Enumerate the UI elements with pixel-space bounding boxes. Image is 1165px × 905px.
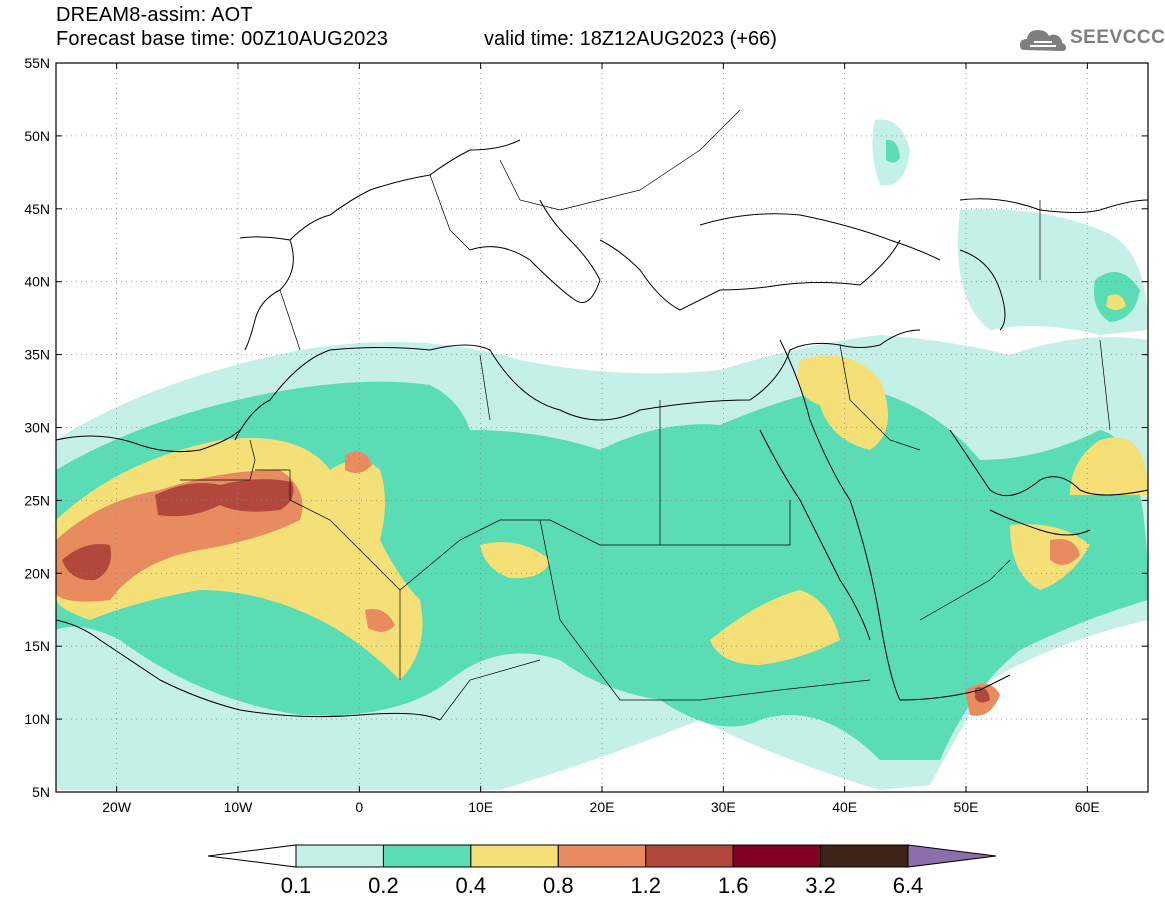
aot-level-1.2 <box>155 479 294 517</box>
lon-tick-label: 20E <box>590 799 615 815</box>
colorbar-label: 1.2 <box>630 873 661 898</box>
lon-tick-label: 40E <box>832 799 857 815</box>
lat-tick-label: 10N <box>24 711 50 727</box>
colorbar-extend-high <box>907 844 997 868</box>
colorbar-segment <box>732 844 822 868</box>
lat-tick-label: 25N <box>24 492 50 508</box>
lat-tick-label: 50N <box>24 128 50 144</box>
lat-tick-label: 55N <box>24 55 50 71</box>
lon-tick-label: 50E <box>954 799 979 815</box>
lat-tick-label: 15N <box>24 638 50 654</box>
valid-time: valid time: 18Z12AUG2023 (+66) <box>484 28 777 50</box>
colorbar-label: 0.2 <box>368 873 399 898</box>
lat-tick-label: 20N <box>24 565 50 581</box>
colorbar-label: 3.2 <box>805 873 836 898</box>
country-borders <box>180 109 1111 721</box>
lon-tick-label: 60E <box>1075 799 1100 815</box>
longitude-axis: 20W 10W 0 10E 20E 30E 40E 50E 60E <box>102 63 1100 815</box>
lat-tick-label: 5N <box>32 784 50 800</box>
map-title: DREAM8-assim: AOT <box>56 4 253 26</box>
lat-tick-label: 30N <box>24 420 50 436</box>
coastlines <box>55 139 1149 721</box>
lat-tick-label: 45N <box>24 201 50 217</box>
lat-tick-label: 40N <box>24 274 50 290</box>
colorbar-segment <box>645 844 734 868</box>
colorbar-segment <box>382 844 472 868</box>
colorbar-segment <box>557 844 647 868</box>
lon-tick-label: 10E <box>468 799 493 815</box>
colorbar-segment <box>470 844 559 868</box>
lon-tick-label: 20W <box>102 799 132 815</box>
lon-tick-label: 0 <box>355 799 363 815</box>
colorbar-extend-low <box>207 844 297 868</box>
lon-tick-label: 10W <box>224 799 254 815</box>
colorbar-segment <box>820 844 909 868</box>
colorbar: 0.1 0.2 0.4 0.8 1.2 1.6 3.2 6.4 <box>207 844 997 898</box>
logo-text: SEEVCCC <box>1070 27 1165 48</box>
lon-tick-label: 30E <box>711 799 736 815</box>
lat-tick-label: 35N <box>24 347 50 363</box>
colorbar-label: 1.6 <box>718 873 749 898</box>
colorbar-label: 0.4 <box>456 873 487 898</box>
latitude-axis: 55N 50N 45N 40N 35N 30N 25N 20N 15N 10N 5N <box>24 55 1148 800</box>
cloud-logo-icon <box>1020 30 1066 51</box>
aot-field <box>56 119 1148 790</box>
colorbar-label: 0.8 <box>543 873 574 898</box>
colorbar-segment <box>295 844 384 868</box>
forecast-base-time: Forecast base time: 00Z10AUG2023 <box>56 28 389 50</box>
colorbar-label: 0.1 <box>281 873 312 898</box>
colorbar-label: 6.4 <box>893 873 924 898</box>
